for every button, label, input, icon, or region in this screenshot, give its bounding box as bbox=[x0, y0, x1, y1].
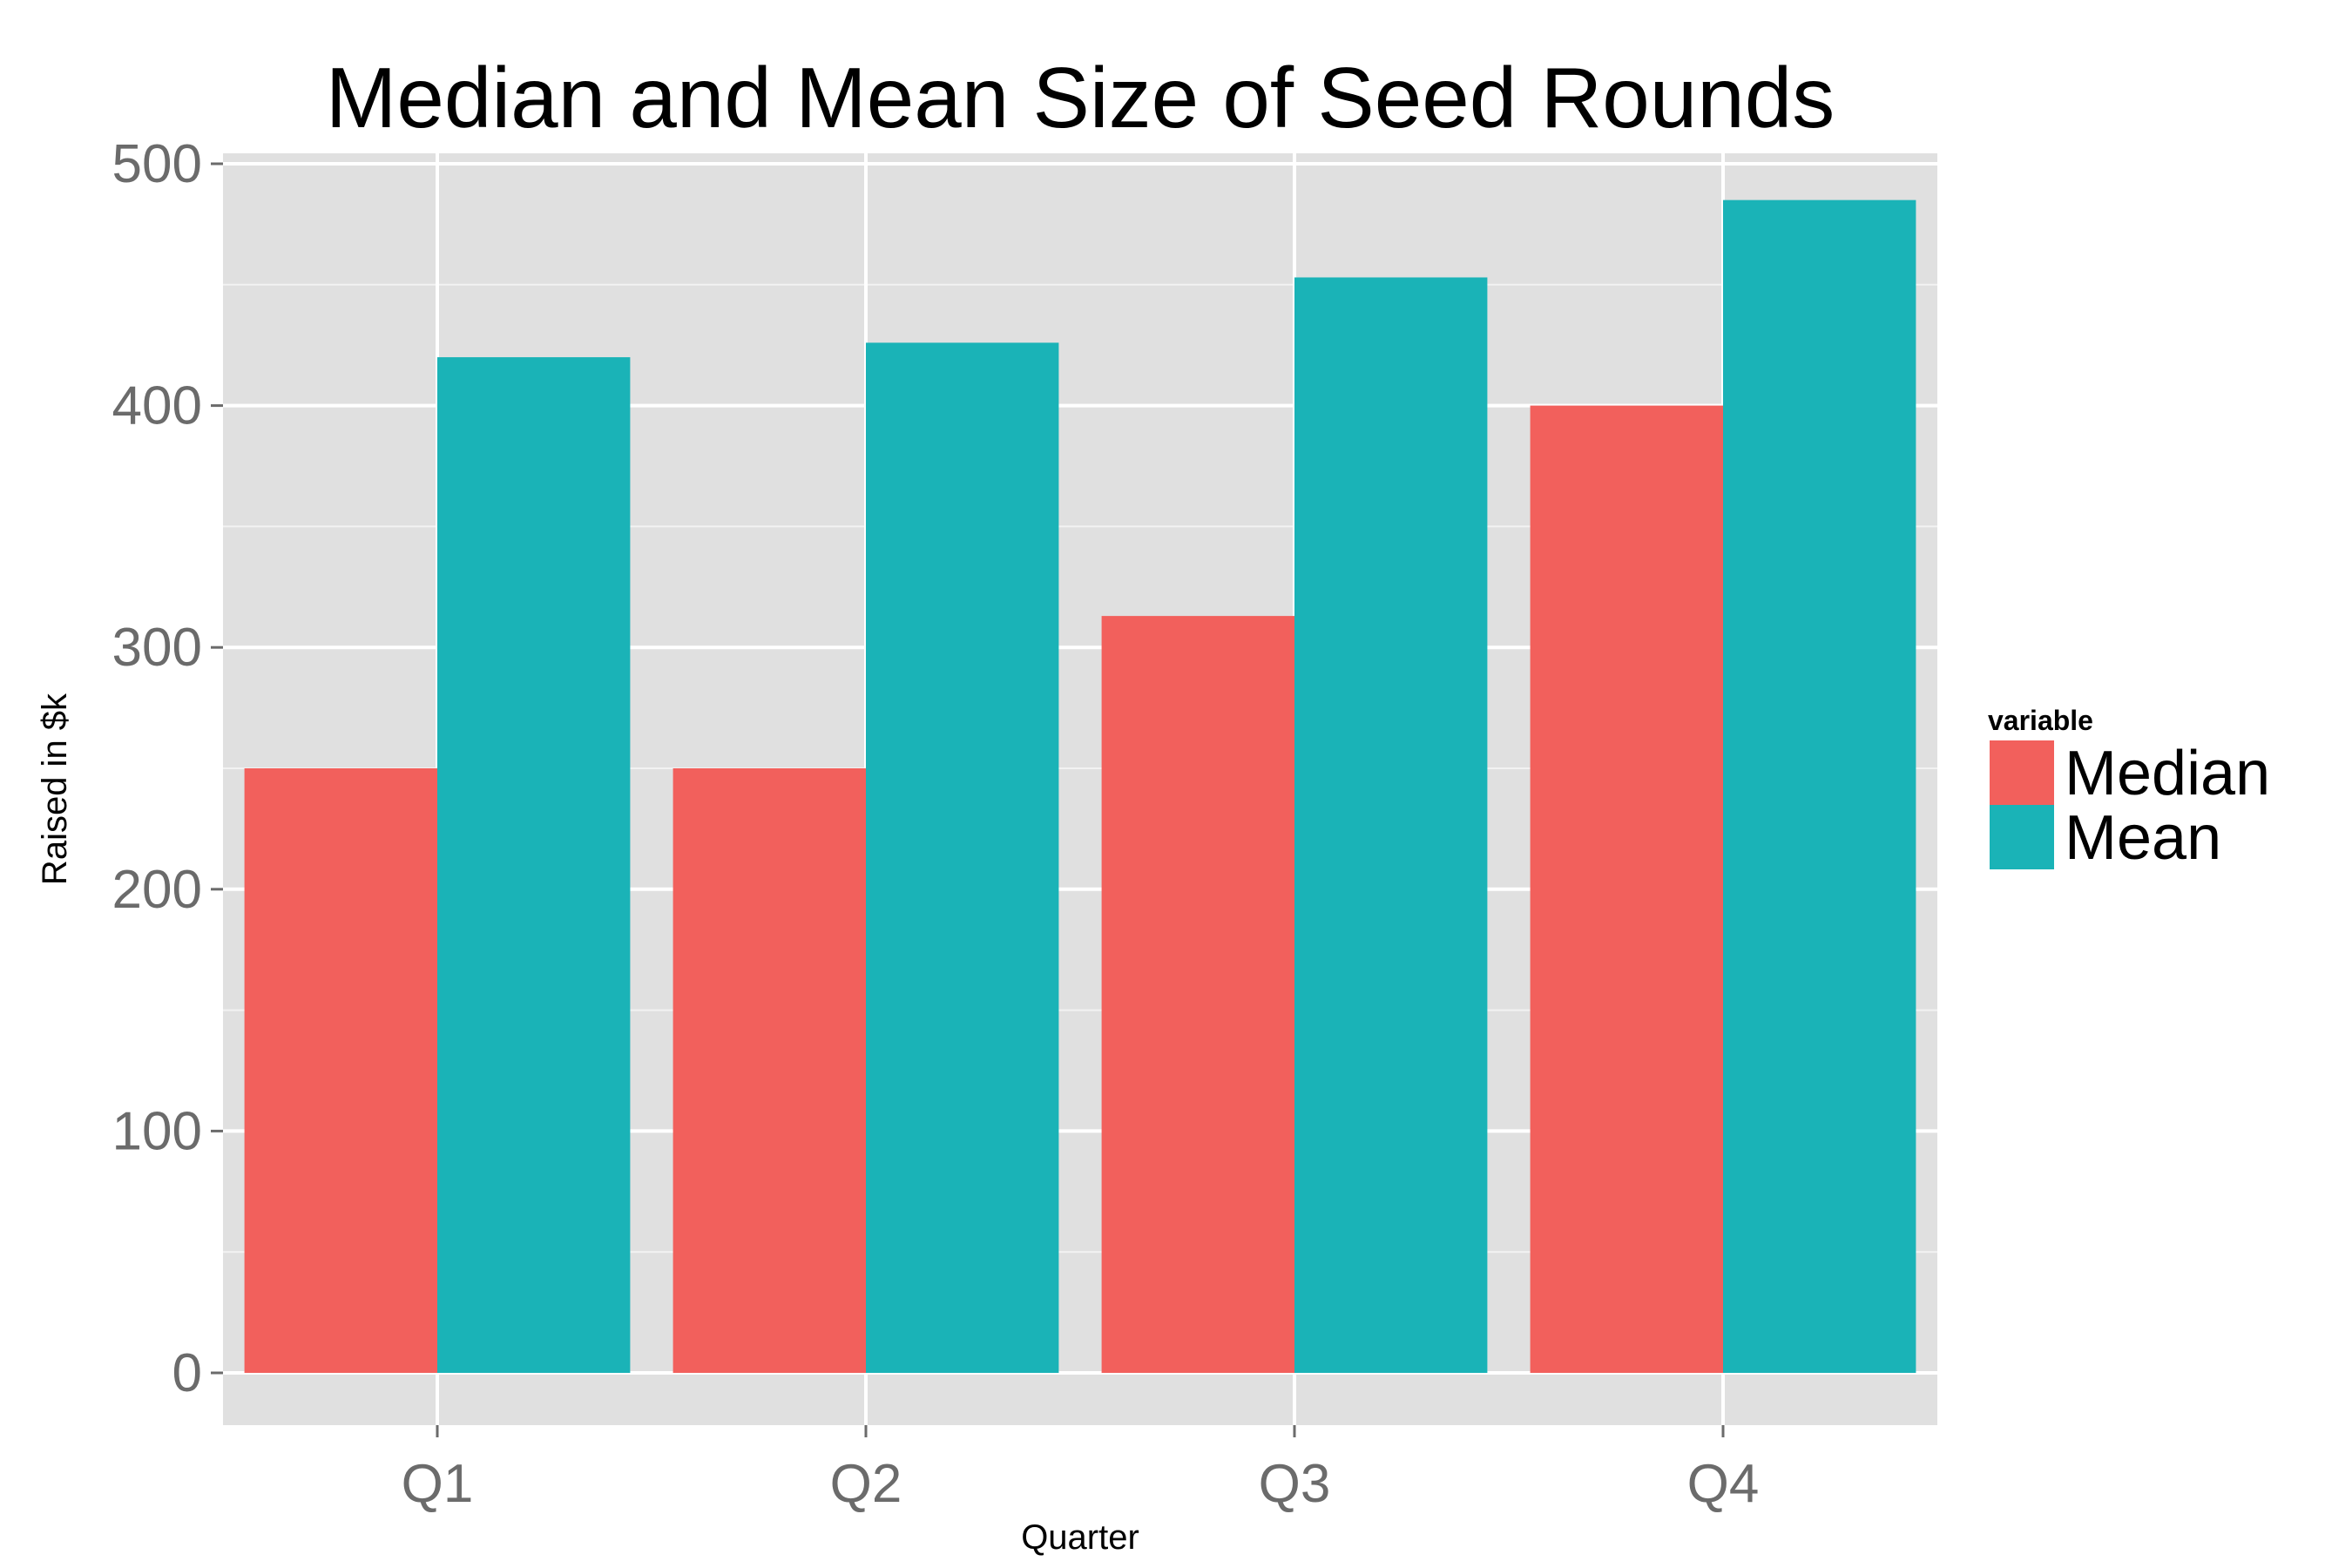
y-axis-title: Raised in $k bbox=[36, 693, 74, 885]
chart-title: Median and Mean Size of Seed Rounds bbox=[326, 50, 1835, 145]
legend-label-mean: Mean bbox=[2065, 803, 2221, 873]
legend-key-mean bbox=[1990, 805, 2054, 869]
y-axis: 0 100 200 300 400 500 bbox=[112, 134, 223, 1403]
y-tick-label: 0 bbox=[172, 1343, 202, 1403]
y-tick-label: 100 bbox=[112, 1101, 202, 1161]
x-axis: Q1 Q2 Q3 Q4 bbox=[402, 1425, 1760, 1514]
bar-mean-q4 bbox=[1723, 199, 1916, 1373]
bar-median-q4 bbox=[1530, 405, 1723, 1374]
legend-title: variable bbox=[1988, 705, 2093, 736]
x-tick-label: Q3 bbox=[1259, 1454, 1331, 1514]
legend-label-median: Median bbox=[2065, 739, 2270, 808]
x-tick-label: Q4 bbox=[1687, 1454, 1760, 1514]
x-axis-title: Quarter bbox=[1021, 1518, 1139, 1557]
bars bbox=[244, 199, 1916, 1374]
bar-median-q1 bbox=[244, 768, 437, 1373]
bar-mean-q2 bbox=[866, 342, 1059, 1373]
bar-mean-q1 bbox=[437, 357, 631, 1374]
bar-mean-q3 bbox=[1294, 277, 1488, 1374]
y-tick-label: 400 bbox=[112, 376, 202, 436]
y-tick-label: 500 bbox=[112, 134, 202, 194]
legend-key-median bbox=[1990, 740, 2054, 805]
bar-median-q3 bbox=[1101, 616, 1294, 1373]
x-tick-label: Q1 bbox=[402, 1454, 474, 1514]
bar-median-q2 bbox=[672, 768, 866, 1373]
y-tick-label: 300 bbox=[112, 618, 202, 678]
y-tick-label: 200 bbox=[112, 860, 202, 920]
x-tick-label: Q2 bbox=[830, 1454, 902, 1514]
